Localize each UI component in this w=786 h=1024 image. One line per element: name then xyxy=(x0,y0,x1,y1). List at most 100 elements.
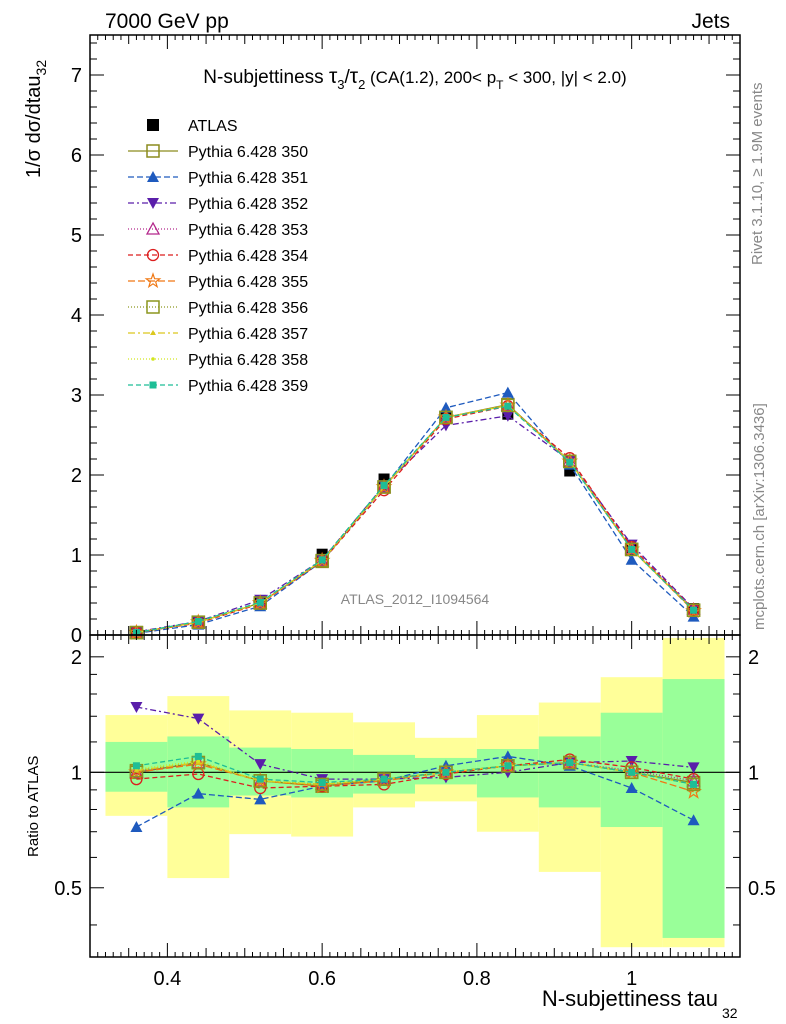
ratio-point-2 xyxy=(687,762,700,774)
ratio-line-2 xyxy=(136,706,694,780)
rivet-label: Rivet 3.1.10, ≥ 1.9M events xyxy=(749,83,766,266)
legend-label-2: Pythia 6.428 352 xyxy=(188,196,308,213)
legend-label-8: Pythia 6.428 358 xyxy=(188,352,308,369)
mcplots-label: mcplots.cern.ch [arXiv:1306.3436] xyxy=(751,403,768,630)
chart-title: N-subjettiness τ3/τ2 (CA(1.2), 200< pT <… xyxy=(203,65,626,92)
ratio-y-tick-label: 2 xyxy=(71,647,82,669)
legend-marker-9 xyxy=(149,381,157,389)
legend-marker-6 xyxy=(146,300,160,314)
ratio-point-9 xyxy=(380,775,388,783)
ratio-point-6 xyxy=(253,774,267,788)
legend-marker-atlas xyxy=(147,119,159,131)
ratio-point-2 xyxy=(130,701,143,713)
ratio-band-green xyxy=(662,679,725,938)
ratio-point-1 xyxy=(254,793,267,805)
atlas-data-point xyxy=(564,465,576,477)
header-right: Jets xyxy=(691,10,730,33)
legend-marker-5 xyxy=(144,272,162,289)
legend-label-3: Pythia 6.428 353 xyxy=(188,222,308,239)
ratio-point-2 xyxy=(254,759,267,771)
legend-marker-3 xyxy=(145,221,161,235)
series-point-6 xyxy=(253,596,267,610)
series-point-6 xyxy=(501,398,515,413)
legend-marker-2 xyxy=(147,198,159,209)
legend-label-4: Pythia 6.428 354 xyxy=(188,248,308,265)
ratio-point-9 xyxy=(504,762,512,770)
series-point-5 xyxy=(375,478,393,495)
y-tick-label: 5 xyxy=(71,225,82,247)
series-point-6 xyxy=(377,480,391,494)
series-point-1 xyxy=(501,386,514,398)
series-point-6 xyxy=(686,603,701,617)
series-point-9 xyxy=(380,481,388,489)
legend-label-5: Pythia 6.428 355 xyxy=(188,274,308,291)
ratio-point-1 xyxy=(625,782,638,794)
ratio-point-9 xyxy=(318,779,326,787)
y-tick-label: 3 xyxy=(71,385,82,407)
ratio-point-2 xyxy=(192,713,205,725)
legend-marker-0 xyxy=(146,144,160,158)
x-tick-label: 1 xyxy=(626,968,637,990)
series-point-5 xyxy=(313,551,331,568)
series-point-5 xyxy=(685,602,702,619)
ratio-point-6 xyxy=(624,765,639,780)
y-tick-label: 2 xyxy=(71,465,82,487)
ratio-line-5 xyxy=(136,761,694,793)
series-point-9 xyxy=(442,413,450,421)
ratio-point-9 xyxy=(194,752,202,760)
main-y-axis-label: 1/σ dσ/dtau32 xyxy=(23,60,49,178)
ratio-point-1 xyxy=(501,750,514,762)
x-tick-label: 0.4 xyxy=(153,968,181,990)
series-point-9 xyxy=(194,617,202,625)
y-tick-label: 0 xyxy=(71,625,82,647)
ratio-plot: 0.4 0.6 0.8 1 0.5 0.5 1 1 2 2 xyxy=(54,634,776,990)
legend-marker-7 xyxy=(150,330,156,335)
series-point-1 xyxy=(439,401,452,413)
ratio-point-9 xyxy=(628,768,636,776)
ratio-point-9 xyxy=(132,762,140,770)
series-point-6 xyxy=(439,410,453,425)
legend-label-9: Pythia 6.428 359 xyxy=(188,378,308,395)
series-point-1 xyxy=(625,553,638,565)
ratio-plot-ticks: 0.4 0.6 0.8 1 0.5 0.5 1 1 2 2 xyxy=(54,635,776,990)
ratio-line-1 xyxy=(136,755,694,828)
series-point-9 xyxy=(628,545,636,553)
analysis-watermark: ATLAS_2012_I1094564 xyxy=(341,591,490,607)
x-tick-label: 0.8 xyxy=(463,968,491,990)
ratio-point-4 xyxy=(130,772,143,786)
series-line-2 xyxy=(136,415,695,633)
x-axis-label: N-subjettiness tau xyxy=(542,986,718,1011)
series-line-1 xyxy=(136,391,695,635)
series-point-5 xyxy=(251,594,269,611)
x-axis-label-subscript: 32 xyxy=(722,1005,738,1021)
ratio-point-1 xyxy=(192,787,205,799)
series-line-4 xyxy=(136,405,695,634)
legend-label-0: Pythia 6.428 350 xyxy=(188,144,308,161)
x-tick-label: 0.6 xyxy=(308,968,336,990)
series-point-9 xyxy=(256,598,264,606)
main-plot-marks xyxy=(128,386,702,640)
legend-label-7: Pythia 6.428 357 xyxy=(188,326,308,343)
series-point-9 xyxy=(504,402,512,410)
header-left: 7000 GeV pp xyxy=(105,10,229,33)
ratio-y-tick-label-right: 0.5 xyxy=(748,878,776,900)
ratio-point-1 xyxy=(687,814,700,826)
series-point-6 xyxy=(315,553,329,568)
legend: ATLAS Pythia 6.428 350 Pythia 6.428 351 Pyt… xyxy=(128,118,308,395)
ratio-point-9 xyxy=(690,780,698,788)
y-tick-label: 4 xyxy=(71,305,82,327)
y-tick-label: 7 xyxy=(71,65,82,87)
ratio-plot-marks xyxy=(90,637,740,948)
series-point-6 xyxy=(624,542,639,557)
legend-marker-4 xyxy=(146,248,160,262)
ratio-y-tick-label-right: 1 xyxy=(748,762,759,784)
ratio-line-9 xyxy=(136,755,694,786)
legend-marker-1 xyxy=(147,171,159,182)
ratio-point-9 xyxy=(566,759,574,767)
series-point-9 xyxy=(566,458,574,466)
legend-label-1: Pythia 6.428 351 xyxy=(188,170,308,187)
ratio-y-tick-label: 1 xyxy=(71,762,82,784)
main-plot-ticks: 0 1 2 3 4 5 6 7 xyxy=(71,35,741,647)
legend-label-atlas: ATLAS xyxy=(188,118,238,135)
